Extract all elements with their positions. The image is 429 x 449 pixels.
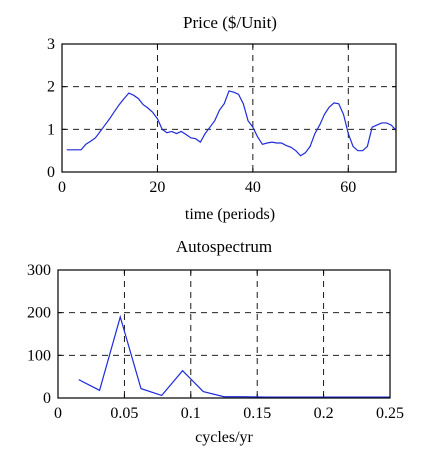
x-tick-label: 0.2: [314, 405, 334, 422]
y-tick-label: 200: [27, 305, 51, 322]
x-tick-label: 0.15: [243, 405, 271, 422]
ticks: [57, 269, 391, 399]
grid: [62, 44, 396, 172]
y-tick-label: 0: [43, 390, 51, 407]
plot-frame: [57, 269, 391, 399]
series: [66, 90, 397, 157]
y-tick-label: 100: [27, 347, 51, 364]
y-tick-label: 0: [47, 164, 55, 181]
chart-title: Autospectrum: [176, 237, 272, 256]
grid: [58, 270, 390, 398]
series-line: [66, 90, 397, 157]
x-tick-label: 0.05: [110, 405, 138, 422]
x-tick-label: 0: [58, 179, 66, 196]
tick-labels: 0 20 40 60 0 1 2 3: [47, 36, 356, 196]
price-chart: Price ($/Unit) 0 20 40 60 0 1 2 3 time (periods…: [47, 13, 397, 223]
ticks: [61, 43, 396, 173]
x-tick-label: 0.25: [376, 405, 404, 422]
autospectrum-chart: Autospectrum 0 0.05 0.1 0.15 0.2 0.25 0 100 200 3…: [27, 237, 404, 446]
x-tick-label: 20: [149, 179, 165, 196]
tick-labels: 0 0.05 0.1 0.15 0.2 0.25 0 100 200 300: [27, 262, 404, 422]
series-line: [78, 314, 390, 398]
x-tick-label: 40: [245, 179, 261, 196]
y-tick-label: 1: [47, 121, 55, 138]
series: [78, 314, 390, 398]
x-tick-label: 0: [54, 405, 62, 422]
x-axis-label: time (periods): [185, 206, 275, 223]
y-tick-label: 2: [47, 79, 55, 96]
y-tick-label: 300: [27, 262, 51, 279]
x-tick-label: 0.1: [181, 405, 201, 422]
y-tick-label: 3: [47, 36, 55, 53]
x-tick-label: 60: [340, 179, 356, 196]
chart-title: Price ($/Unit): [183, 13, 277, 32]
plot-frame: [61, 43, 397, 173]
x-axis-label: cycles/yr: [195, 429, 253, 446]
